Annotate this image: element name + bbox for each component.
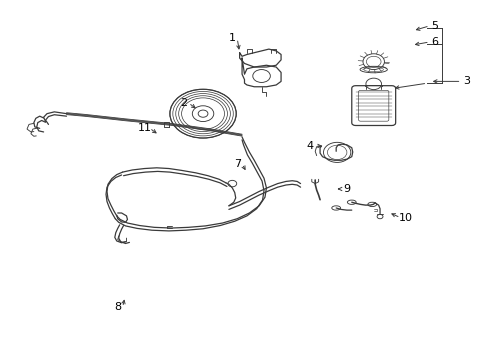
- Text: 10: 10: [398, 213, 411, 222]
- Text: 7: 7: [233, 159, 240, 169]
- Text: 8: 8: [114, 302, 121, 312]
- Text: 3: 3: [462, 76, 469, 86]
- Text: 5: 5: [430, 21, 437, 31]
- Text: 4: 4: [306, 141, 313, 151]
- Text: 2: 2: [180, 98, 187, 108]
- Text: 6: 6: [430, 37, 437, 47]
- Text: 1: 1: [228, 33, 235, 43]
- Text: 11: 11: [137, 123, 151, 133]
- Text: 9: 9: [343, 184, 350, 194]
